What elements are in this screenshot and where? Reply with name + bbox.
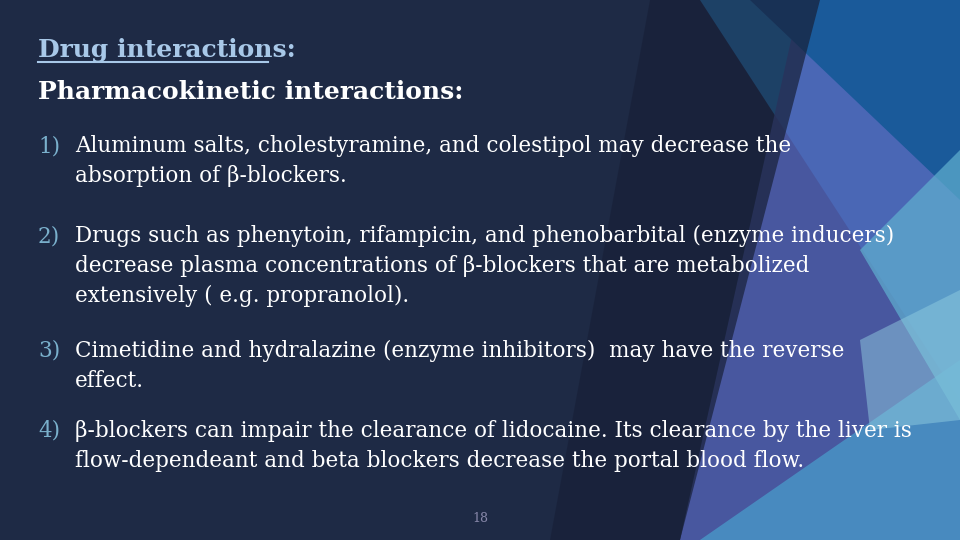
Text: Aluminum salts, cholestyramine, and colestipol may decrease the
absorption of β-: Aluminum salts, cholestyramine, and cole…	[75, 135, 791, 187]
Text: 18: 18	[472, 512, 488, 525]
Text: 1): 1)	[38, 135, 60, 157]
Text: β-blockers can impair the clearance of lidocaine. Its clearance by the liver is
: β-blockers can impair the clearance of l…	[75, 420, 912, 471]
Polygon shape	[700, 0, 960, 400]
Polygon shape	[860, 290, 960, 430]
Polygon shape	[860, 150, 960, 420]
Polygon shape	[700, 360, 960, 540]
Text: 4): 4)	[38, 420, 60, 442]
Polygon shape	[750, 0, 960, 200]
Text: 3): 3)	[38, 340, 60, 362]
Text: Drug interactions:: Drug interactions:	[38, 38, 296, 62]
Polygon shape	[550, 0, 820, 540]
Text: Pharmacokinetic interactions:: Pharmacokinetic interactions:	[38, 80, 464, 104]
Polygon shape	[680, 0, 960, 540]
Text: 2): 2)	[38, 225, 60, 247]
Text: Cimetidine and hydralazine (enzyme inhibitors)  may have the reverse
effect.: Cimetidine and hydralazine (enzyme inhib…	[75, 340, 845, 392]
Text: Drugs such as phenytoin, rifampicin, and phenobarbital (enzyme inducers)
decreas: Drugs such as phenytoin, rifampicin, and…	[75, 225, 895, 307]
